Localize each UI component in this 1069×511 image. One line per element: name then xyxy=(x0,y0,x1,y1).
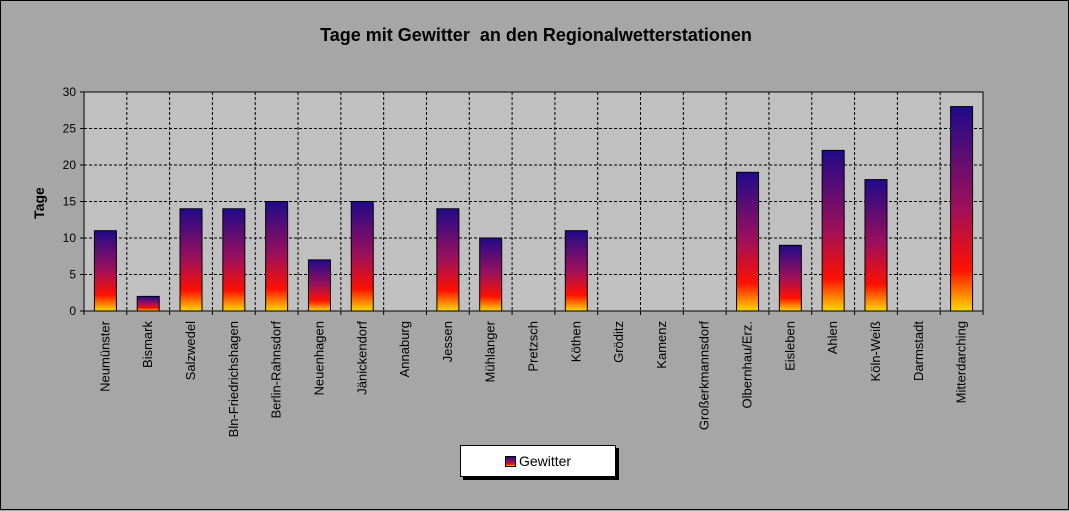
bar xyxy=(136,295,160,312)
bar xyxy=(864,179,888,312)
bar xyxy=(736,171,760,312)
y-tick-label: 0 xyxy=(69,304,76,318)
bar xyxy=(436,208,460,312)
bar xyxy=(778,244,802,312)
x-axis: Neumünster Bismark Salzwedel Bln-Friedrichs… xyxy=(83,311,984,437)
x-tick-label: Olbernhau/Erz. xyxy=(740,321,755,408)
bar xyxy=(179,208,203,312)
x-tick-label: Mitterdarching xyxy=(954,321,969,403)
legend-swatch xyxy=(504,455,516,467)
x-tick-label: Neumünster xyxy=(97,320,112,391)
y-axis-label: Tage xyxy=(31,187,47,219)
bar xyxy=(950,106,974,312)
x-tick-label: Eisleben xyxy=(782,321,797,371)
x-tick-label: Jänickendorf xyxy=(354,321,369,395)
chart-title: Tage mit Gewitter an den Regionalwetters… xyxy=(320,25,752,45)
legend-label: Gewitter xyxy=(518,453,572,469)
x-tick-label: Köthen xyxy=(568,321,583,362)
x-tick-label: Kamenz xyxy=(654,321,669,369)
legend: Gewitter xyxy=(460,445,616,477)
bars xyxy=(93,106,974,312)
x-tick-label: Großerkmannsdorf xyxy=(697,321,712,430)
grid-lines xyxy=(84,92,983,311)
bar xyxy=(821,149,845,312)
y-tick-label: 30 xyxy=(63,85,77,99)
y-tick-label: 5 xyxy=(69,268,76,282)
x-tick-label: Bismark xyxy=(140,321,155,368)
x-tick-label: Berlin-Rahnsdorf xyxy=(269,321,284,419)
bar xyxy=(564,230,588,312)
y-tick-label: 10 xyxy=(63,231,77,245)
y-axis: 0 5 10 15 20 25 30 xyxy=(63,85,84,318)
x-tick-label: Neuenhagen xyxy=(311,321,326,395)
x-tick-label: Jessen xyxy=(440,321,455,362)
x-tick-label: Darmstadt xyxy=(911,321,926,381)
bar xyxy=(222,208,246,312)
x-tick-label: Bln-Friedrichshagen xyxy=(226,321,241,437)
bar xyxy=(93,230,117,312)
x-tick-label: Annaburg xyxy=(397,321,412,377)
bar xyxy=(350,201,374,312)
y-tick-label: 15 xyxy=(63,195,77,209)
bar xyxy=(265,201,289,312)
y-tick-label: 20 xyxy=(63,158,77,172)
y-tick-label: 25 xyxy=(63,122,77,136)
x-tick-label: Mühlanger xyxy=(483,320,498,382)
x-tick-label: Ahlen xyxy=(825,321,840,354)
bar xyxy=(479,237,503,312)
x-tick-label: Gröditz xyxy=(611,321,626,363)
x-tick-label: Salzwedel xyxy=(183,321,198,380)
plot-area xyxy=(83,91,984,312)
bar xyxy=(307,259,331,312)
x-tick-label: Pretzsch xyxy=(526,321,541,372)
x-tick-label: Köln-Weiß xyxy=(868,321,883,382)
